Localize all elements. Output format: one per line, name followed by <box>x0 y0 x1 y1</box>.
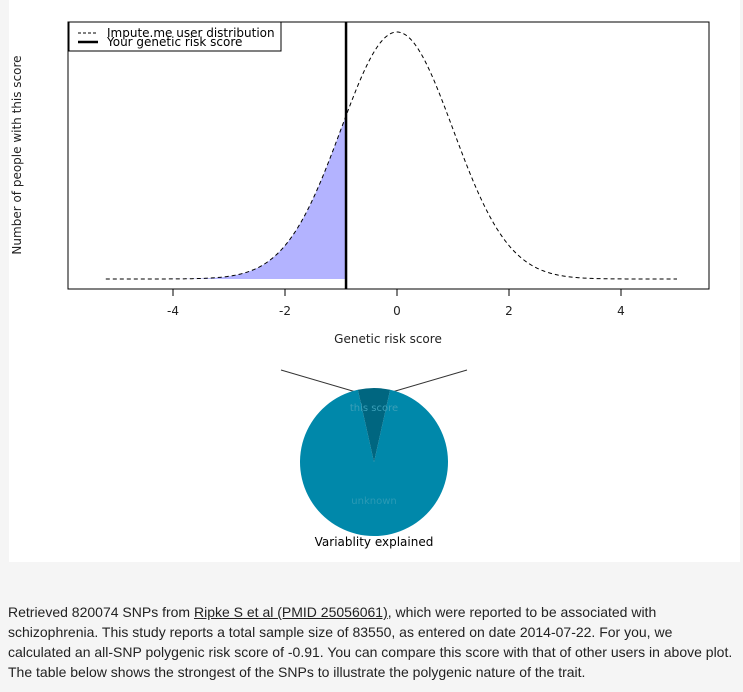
pie-label-this-score: this score <box>350 403 398 414</box>
legend-label-score: Your genetic risk score <box>106 35 242 49</box>
pie-label-unknown: unknown <box>351 496 396 507</box>
pie-chart: this score unknown Variablity explained <box>280 369 468 549</box>
legend-label-distribution: Impute.me user distribution <box>107 26 275 40</box>
pie-slice-unknown <box>300 389 448 536</box>
x-tick-label: 2 <box>505 304 513 318</box>
x-axis-label: Genetic risk score <box>334 332 442 346</box>
pie-title: Variablity explained <box>315 535 434 549</box>
x-axis: -4 -2 0 2 4 <box>167 289 625 318</box>
density-curve <box>105 31 677 280</box>
pie-pointer-right <box>391 369 468 393</box>
study-description: Retrieved 820074 SNPs from Ripke S et al… <box>8 602 738 682</box>
pie-pointer-left <box>280 369 357 393</box>
pie-slice-this-score <box>357 387 391 462</box>
plot-panel: -4 -2 0 2 4 Genetic risk score Number of peo… <box>9 0 740 562</box>
y-axis-label: Number of people with this score <box>10 55 24 254</box>
x-tick-label: 4 <box>617 304 625 318</box>
x-tick-label: -2 <box>279 304 291 318</box>
legend-box <box>68 21 282 52</box>
legend: Impute.me user distribution Your genetic… <box>68 21 282 52</box>
charts-svg: -4 -2 0 2 4 Genetic risk score Number of peo… <box>10 21 710 549</box>
description-rest: , which were reported to be associated w… <box>8 604 733 680</box>
x-tick-label: -4 <box>167 304 179 318</box>
plot-frame <box>67 21 710 290</box>
shaded-area <box>105 115 347 280</box>
study-reference-link[interactable]: Ripke S et al (PMID 25056061) <box>193 604 388 620</box>
x-tick-label: 0 <box>393 304 401 318</box>
description-intro: Retrieved 820074 SNPs from <box>8 604 194 620</box>
density-chart: -4 -2 0 2 4 Genetic risk score Number of peo… <box>10 21 710 346</box>
